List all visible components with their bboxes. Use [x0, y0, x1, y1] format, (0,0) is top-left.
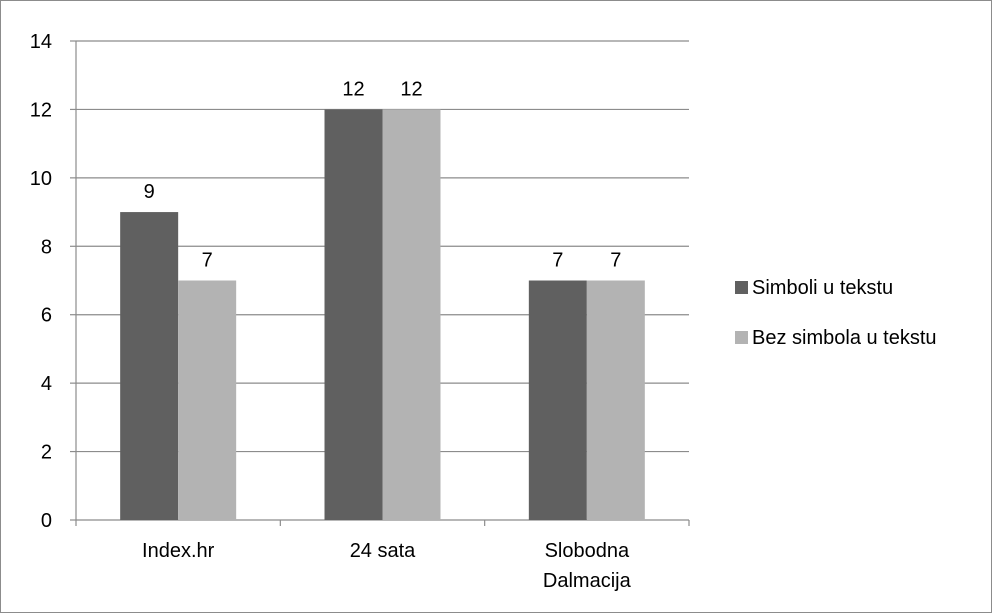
- bar: [586, 280, 645, 520]
- data-label: 12: [342, 78, 364, 100]
- bar: [178, 280, 237, 520]
- x-tick-label: Slobodna: [545, 540, 630, 562]
- data-label: 7: [552, 250, 563, 272]
- legend-label: Bez simbola u tekstu: [752, 327, 937, 349]
- legend-swatch: [735, 331, 748, 344]
- data-labels: 9 7 12 12 7 7: [144, 78, 622, 271]
- y-tick-label: 8: [41, 236, 52, 258]
- y-tick-label: 6: [41, 305, 52, 327]
- y-tick-label: 0: [41, 510, 52, 532]
- bar: [120, 212, 179, 521]
- y-tick-label: 14: [30, 31, 52, 53]
- y-tick-label: 2: [41, 442, 52, 464]
- x-tick-label: 24 sata: [350, 540, 416, 562]
- legend-label: Simboli u tekstu: [752, 277, 893, 299]
- x-tick-label: Index.hr: [142, 540, 215, 562]
- y-tick-label: 10: [30, 168, 52, 190]
- data-label: 7: [610, 250, 621, 272]
- data-label: 12: [400, 78, 422, 100]
- bar: [382, 109, 441, 520]
- legend-swatch: [735, 281, 748, 294]
- bars: [120, 109, 645, 521]
- y-tick-label: 4: [41, 373, 52, 395]
- data-label: 7: [202, 250, 213, 272]
- x-tick-label: Dalmacija: [543, 570, 632, 592]
- y-tick-label: 12: [30, 99, 52, 121]
- legend: Simboli u tekstu Bez simbola u tekstu: [735, 277, 937, 349]
- bar: [528, 280, 587, 520]
- bar: [324, 109, 383, 520]
- data-label: 9: [144, 181, 155, 203]
